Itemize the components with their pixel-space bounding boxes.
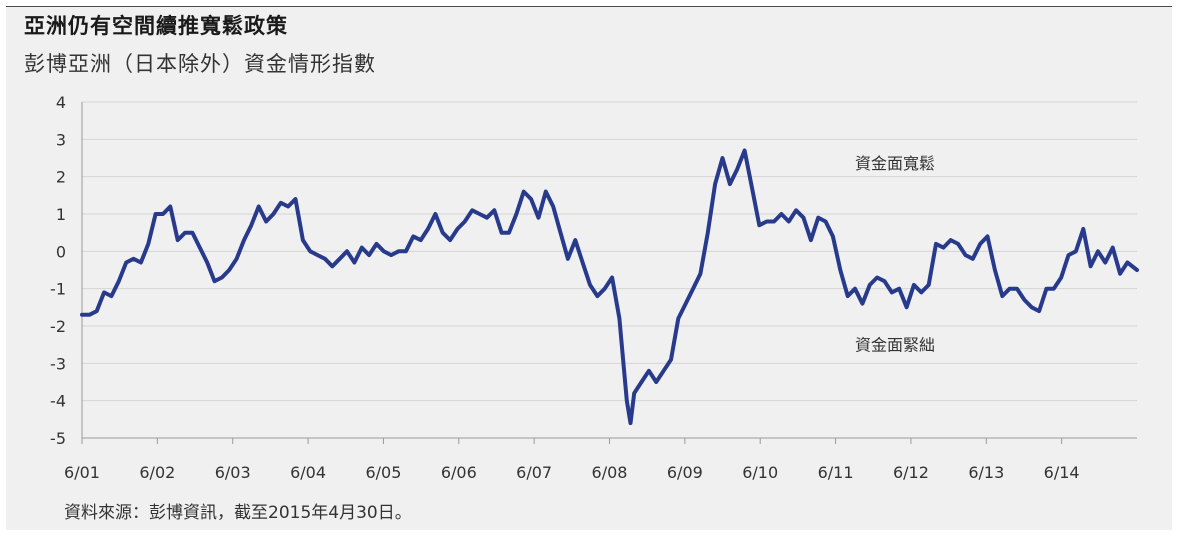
axes: [81, 102, 1137, 444]
x-tick-label: 6/08: [592, 463, 628, 482]
annotation-label: 資金面寬鬆: [855, 154, 935, 173]
x-tick-label: 6/09: [667, 463, 703, 482]
y-tick-label: -3: [50, 354, 66, 373]
y-tick-label: 2: [56, 168, 66, 187]
x-tick-label: 6/14: [1044, 463, 1080, 482]
x-tick-label: 6/04: [290, 463, 326, 482]
y-tick-label: -4: [50, 392, 66, 411]
plot-area: [80, 148, 1139, 426]
x-tick-label: 6/07: [516, 463, 552, 482]
x-tick-label: 6/11: [818, 463, 854, 482]
series-line: [80, 148, 1139, 426]
y-tick-label: -1: [50, 280, 66, 299]
x-tick-label: 6/06: [441, 463, 477, 482]
y-tick-labels: 4 3 2 1 0 -1 -2 -3 -4 -5: [50, 93, 66, 448]
x-tick-label: 6/03: [215, 463, 251, 482]
annotation-label: 資金面緊絀: [855, 335, 935, 354]
y-tick-label: 4: [56, 93, 66, 112]
y-tick-label: 0: [56, 242, 66, 261]
x-tick-label: 6/13: [968, 463, 1004, 482]
x-tick-label: 6/05: [365, 463, 401, 482]
source-note: 資料來源：彭博資訊，截至2015年4月30日。: [64, 503, 412, 523]
y-tick-label: 3: [56, 130, 66, 149]
y-tick-label: -5: [50, 429, 66, 448]
chart-panel: [6, 6, 1172, 530]
x-tick-label: 6/01: [64, 463, 100, 482]
x-tick-labels: 6/01 6/02 6/03 6/04 6/05 6/06 6/07 6/08 6/09 6/10…: [64, 463, 1080, 482]
top-rule: [6, 6, 1172, 7]
y-tick-label: -2: [50, 317, 66, 336]
chart-subtitle: 彭博亞洲（日本除外）資金情形指數: [24, 52, 376, 76]
page-title: 亞洲仍有空間續推寬鬆政策: [24, 14, 288, 38]
x-tick-label: 6/02: [139, 463, 175, 482]
x-tick-label: 6/10: [742, 463, 778, 482]
y-tick-label: 1: [56, 205, 66, 224]
x-tick-label: 6/12: [893, 463, 929, 482]
